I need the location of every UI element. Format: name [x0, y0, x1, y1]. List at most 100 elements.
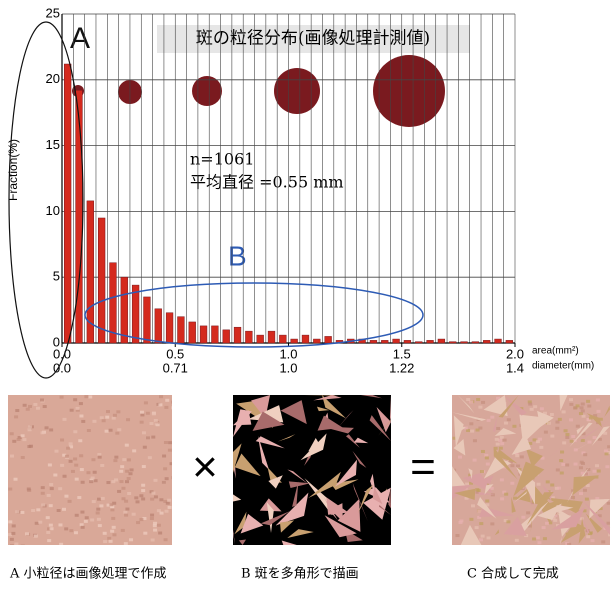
texture-dot	[34, 535, 38, 538]
texture-dot	[80, 511, 84, 514]
texture-dot	[141, 489, 145, 492]
texture-dot	[68, 500, 72, 503]
texture-dot	[77, 496, 81, 499]
y-tick-label: 10	[46, 203, 60, 218]
texture-dot	[73, 430, 77, 433]
texture-dot	[166, 502, 170, 505]
texture-dot	[150, 517, 154, 520]
texture-dot	[53, 474, 57, 477]
texture-dot	[94, 479, 98, 482]
texture-dot	[62, 508, 66, 511]
bar	[223, 330, 230, 343]
bar	[449, 342, 456, 343]
texture-dot	[15, 510, 19, 513]
bar	[472, 342, 479, 343]
bar	[404, 340, 411, 343]
texture-dot	[60, 464, 64, 467]
texture-dot	[14, 478, 18, 481]
bar	[257, 335, 264, 343]
texture-dot	[47, 494, 51, 497]
bar	[506, 340, 513, 343]
texture-dot	[74, 531, 78, 534]
texture-dot	[35, 522, 39, 525]
bar	[279, 335, 286, 343]
texture-dot	[43, 405, 47, 408]
x2-tick-label: 0.0	[53, 360, 71, 375]
bar	[495, 339, 502, 343]
texture-dot	[86, 471, 90, 474]
texture-dot	[20, 511, 24, 514]
bar	[144, 297, 151, 343]
bar	[189, 322, 196, 343]
texture-dot	[58, 487, 62, 490]
texture-dot	[75, 514, 79, 517]
texture-dot	[74, 464, 78, 467]
texture-dot	[140, 411, 144, 414]
texture-dot	[125, 508, 129, 511]
texture-dot	[38, 521, 42, 524]
texture-dot	[97, 453, 101, 456]
texture-dot	[17, 438, 21, 441]
bar	[76, 90, 83, 343]
texture-dot	[81, 481, 85, 484]
texture-dot	[109, 429, 113, 432]
y-tick-label: 15	[46, 137, 60, 152]
texture-dot	[28, 405, 32, 408]
texture-dot	[100, 416, 104, 419]
y-tick-label: 20	[46, 71, 60, 86]
texture-dot	[31, 509, 35, 512]
texture-dot	[121, 529, 125, 532]
texture-dot	[21, 434, 25, 437]
texture-dot	[36, 508, 40, 511]
bar	[313, 339, 320, 343]
texture-dot	[129, 538, 133, 541]
texture-dot	[46, 516, 50, 519]
texture-dot	[164, 406, 168, 409]
texture-dot	[14, 415, 18, 418]
texture-dot	[112, 417, 116, 420]
bar	[370, 340, 377, 343]
bar	[178, 317, 185, 343]
texture-dot	[170, 462, 172, 465]
texture-dot	[49, 504, 53, 507]
texture-dot	[93, 471, 97, 474]
texture-dot	[41, 503, 45, 506]
texture-dot	[91, 458, 95, 461]
texture-dot	[151, 436, 155, 439]
texture-dot	[25, 532, 29, 535]
texture-dot	[141, 497, 145, 500]
texture-dot	[117, 490, 121, 493]
texture-dot	[10, 455, 14, 458]
texture-dot	[150, 498, 154, 501]
bar	[155, 309, 162, 343]
texture-dot	[153, 479, 157, 482]
texture-dot	[98, 524, 102, 527]
bar	[438, 339, 445, 343]
texture-dot	[112, 533, 116, 536]
texture-dot	[158, 532, 162, 535]
x-tick-label: 2.0	[506, 346, 524, 361]
texture-dot	[103, 532, 107, 535]
texture-dot	[113, 459, 117, 462]
x-tick-label: 1.0	[279, 346, 297, 361]
x2-tick-label: 1.22	[389, 360, 414, 375]
texture-dot	[124, 542, 128, 545]
chart-title: 斑の粒径分布(画像処理計測値)	[196, 29, 430, 49]
texture-dot	[148, 456, 152, 459]
texture-dot	[12, 440, 16, 443]
texture-dot	[101, 497, 105, 500]
texture-dot	[150, 514, 154, 517]
texture-dot	[10, 432, 14, 435]
texture-dot	[28, 428, 32, 431]
texture-dot	[111, 480, 115, 483]
texture-dot	[127, 492, 131, 495]
bar	[200, 326, 207, 343]
texture-dot	[141, 484, 145, 487]
texture-dot	[66, 447, 70, 450]
texture-dot	[59, 543, 63, 545]
bar	[393, 339, 400, 343]
texture-dot	[8, 520, 12, 523]
texture-dot	[142, 431, 146, 434]
x-axis-label: area(mm²)	[532, 346, 579, 357]
y-tick-label: 5	[53, 269, 60, 284]
